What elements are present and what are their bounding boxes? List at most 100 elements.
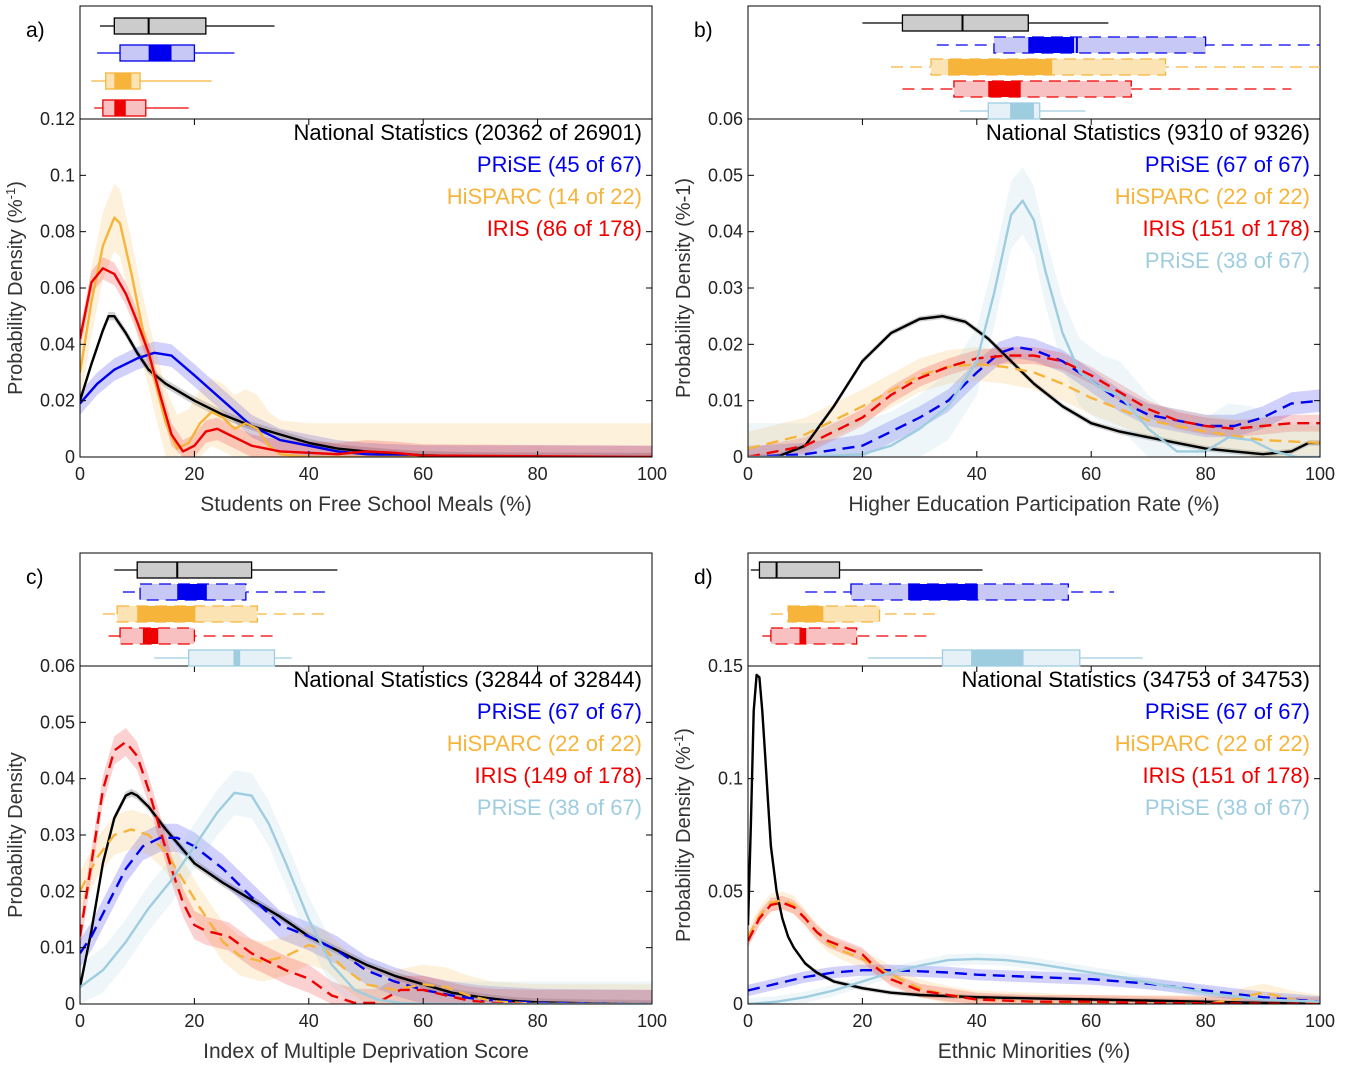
legend-entry: PRiSE (38 of 67)	[477, 795, 642, 820]
legend-entry: HiSPARC (14 of 22)	[447, 184, 642, 209]
y-axis-label-main: Probability Density (%	[673, 746, 695, 942]
series-line-national-statistics	[80, 791, 652, 1004]
y-tick-label: 0.05	[40, 712, 75, 732]
series-line-hisparc	[80, 828, 652, 1004]
y-axis-label: Probability Density (%-1)	[3, 181, 28, 395]
boxplot-hisparc	[770, 605, 937, 623]
y-tick-label: 0.1	[50, 165, 75, 185]
band-prise	[748, 964, 1320, 1004]
boxplot-box	[953, 80, 1132, 98]
series-line-prise	[80, 351, 652, 457]
x-tick-label: 0	[743, 1011, 753, 1031]
y-axis-label-close: )	[673, 728, 695, 735]
x-axis-label: Higher Education Participation Rate (%)	[848, 493, 1219, 516]
x-tick-label: 20	[852, 464, 872, 484]
x-tick-label: 80	[1196, 1011, 1216, 1031]
y-tick-label: 0.03	[40, 825, 75, 845]
boxplot-box	[113, 17, 207, 35]
legend-entry: IRIS (149 of 178)	[474, 763, 642, 788]
x-tick-label: 40	[299, 464, 319, 484]
x-tick-label: 20	[852, 1011, 872, 1031]
series-line-national-statistics	[748, 315, 1320, 457]
boxplot-national-statistics	[100, 17, 275, 35]
series-line-iris	[748, 901, 1320, 1004]
x-tick-label: 0	[75, 1011, 85, 1031]
legend-entry: HiSPARC (22 of 22)	[1115, 731, 1310, 756]
x-tick-label: 100	[637, 1011, 667, 1031]
y-tick-label: 0.04	[40, 769, 75, 789]
series-lines	[748, 199, 1320, 457]
boxplot-inner	[971, 650, 1023, 666]
x-tick-label: 60	[1081, 1011, 1101, 1031]
series-line-iris	[80, 740, 652, 1004]
boxplot-inner	[988, 81, 1020, 97]
boxplot-box	[993, 36, 1207, 54]
boxplot-inner	[1011, 103, 1034, 119]
boxplot-national-statistics	[114, 561, 338, 579]
series-lines	[80, 740, 652, 1004]
series-line-prise	[748, 969, 1320, 1003]
x-tick-label: 40	[967, 464, 987, 484]
panel-a: 0 20 40 60 80 100 0 0.02 0.04 0.06 0.08 0.1 0.12 Stud…	[3, 5, 667, 516]
boxplot-prise	[868, 649, 1143, 667]
boxplot-prise	[122, 583, 332, 601]
x-tick-label: 20	[184, 464, 204, 484]
boxplot-inner	[137, 606, 195, 622]
legend-entry: PRiSE (38 of 67)	[1145, 248, 1310, 273]
x-axis-label: Students on Free School Meals (%)	[200, 493, 532, 516]
legend-entry: IRIS (151 of 178)	[1142, 763, 1310, 788]
panel-label: c)	[26, 566, 44, 589]
y-tick-label-top: 0.06	[708, 109, 743, 129]
boxplot-box	[901, 14, 1029, 32]
boxplot-hisparc	[91, 72, 212, 90]
y-axis-label-close: )	[5, 181, 27, 188]
boxplot-inner	[1028, 37, 1075, 53]
x-tick-label: 100	[1305, 464, 1335, 484]
boxplot-box	[770, 627, 858, 645]
boxplot-inner	[177, 584, 206, 600]
y-tick-label-top: 0.15	[708, 656, 743, 676]
boxplot-prise	[97, 44, 235, 62]
x-tick-label: 0	[75, 464, 85, 484]
legend-entry: IRIS (86 of 178)	[487, 216, 642, 241]
y-axis-label-exponent: -1	[3, 188, 18, 200]
band-national-statistics	[80, 788, 652, 1004]
y-axis-label: Probability Density (%-1)	[671, 728, 696, 942]
y-axis-label-main: Probability Density	[5, 752, 27, 918]
band-prise	[748, 953, 1320, 1004]
legend-entry: PRiSE (67 of 67)	[1145, 699, 1310, 724]
confidence-bands	[748, 672, 1320, 1004]
x-tick-label: 80	[528, 1011, 548, 1031]
x-tick-label: 100	[1305, 1011, 1335, 1031]
boxplot-iris	[108, 627, 275, 645]
series-line-hisparc	[748, 362, 1320, 450]
y-tick-label: 0.02	[708, 334, 743, 354]
y-axis-label-main: Probability Density (%	[5, 199, 27, 395]
panel-c: 0 20 40 60 80 100 0 0.01 0.02 0.03 0.04 0.05 0.06 Ind…	[5, 552, 667, 1063]
series-line-prise	[748, 957, 1320, 1004]
boxplot-prise	[959, 102, 1086, 120]
x-tick-label: 20	[184, 1011, 204, 1031]
y-tick-label: 0.04	[708, 222, 743, 242]
boxplot-prise	[154, 649, 292, 667]
panel-d: 0 20 40 60 80 100 0 0.05 0.1 0.15 Ethnic Minoritie…	[671, 552, 1335, 1063]
series-line-prise	[80, 791, 652, 1004]
x-tick-label: 60	[413, 464, 433, 484]
boxplot-hisparc	[891, 58, 1320, 76]
legend-entry: National Statistics (20362 of 26901)	[293, 120, 642, 145]
y-tick-label-top: 0.06	[40, 656, 75, 676]
y-tick-label: 0.01	[708, 391, 743, 411]
y-tick-label: 0.06	[40, 278, 75, 298]
confidence-bands	[748, 166, 1320, 457]
y-tick-label: 0.03	[708, 278, 743, 298]
boxplot-box	[758, 561, 841, 579]
y-axis-label: Probability Density (%-1)	[673, 178, 695, 398]
legend-entry: HiSPARC (22 of 22)	[447, 731, 642, 756]
y-axis-label-exponent: -1	[671, 735, 686, 747]
y-tick-label: 0.02	[40, 391, 75, 411]
boxplot-inner	[948, 59, 1052, 75]
panel-b: 0 20 40 60 80 100 0 0.01 0.02 0.03 0.04 0.05 0.06 Hig…	[673, 5, 1335, 516]
y-tick-label: 0.05	[708, 165, 743, 185]
boxplot-hisparc	[102, 605, 326, 623]
